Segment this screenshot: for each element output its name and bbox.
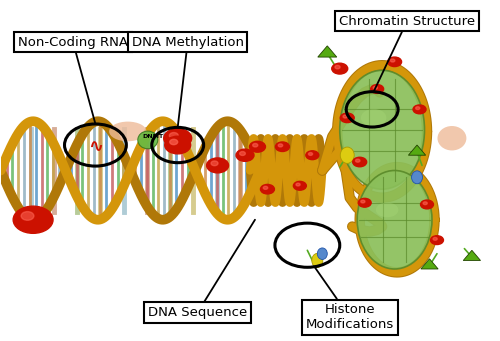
Circle shape xyxy=(260,184,274,194)
Circle shape xyxy=(413,105,426,114)
Text: Chromatin Structure: Chromatin Structure xyxy=(339,15,475,92)
Ellipse shape xyxy=(438,126,466,150)
Circle shape xyxy=(356,159,360,162)
Ellipse shape xyxy=(318,248,328,260)
Circle shape xyxy=(170,133,178,139)
Circle shape xyxy=(211,161,218,166)
Circle shape xyxy=(433,237,437,240)
Circle shape xyxy=(361,200,365,203)
Circle shape xyxy=(306,151,319,160)
Circle shape xyxy=(374,86,378,89)
Circle shape xyxy=(164,136,190,154)
Circle shape xyxy=(264,186,268,189)
Circle shape xyxy=(308,152,312,155)
Circle shape xyxy=(335,65,340,69)
Text: Histone
Modifications: Histone Modifications xyxy=(306,267,394,331)
Circle shape xyxy=(276,142,289,151)
Text: DNA Methylation: DNA Methylation xyxy=(132,35,244,128)
Circle shape xyxy=(358,198,371,207)
Text: DNA Sequence: DNA Sequence xyxy=(148,220,255,319)
Ellipse shape xyxy=(376,203,398,217)
Ellipse shape xyxy=(357,170,432,269)
Circle shape xyxy=(420,200,434,209)
Circle shape xyxy=(352,157,366,167)
Circle shape xyxy=(340,113,354,123)
Circle shape xyxy=(278,144,282,147)
Circle shape xyxy=(416,107,420,109)
Circle shape xyxy=(294,181,306,190)
Circle shape xyxy=(370,85,384,93)
Circle shape xyxy=(343,115,347,118)
Circle shape xyxy=(164,129,192,148)
Text: DNMT: DNMT xyxy=(142,134,164,139)
Ellipse shape xyxy=(361,109,386,127)
Circle shape xyxy=(423,202,428,205)
Ellipse shape xyxy=(412,171,422,184)
Ellipse shape xyxy=(109,122,146,141)
Circle shape xyxy=(388,57,402,66)
Ellipse shape xyxy=(312,253,323,268)
Circle shape xyxy=(250,141,266,152)
Circle shape xyxy=(21,212,34,220)
Circle shape xyxy=(296,183,300,186)
Text: Non-Coding RNA: Non-Coding RNA xyxy=(18,35,128,124)
Circle shape xyxy=(170,139,177,145)
Circle shape xyxy=(252,144,258,147)
Circle shape xyxy=(390,59,395,62)
Circle shape xyxy=(332,63,347,74)
Ellipse shape xyxy=(340,70,424,189)
Circle shape xyxy=(430,236,444,244)
Circle shape xyxy=(236,149,254,161)
Ellipse shape xyxy=(340,147,354,163)
Text: ∿: ∿ xyxy=(88,138,103,157)
Circle shape xyxy=(13,206,53,233)
Ellipse shape xyxy=(138,131,158,149)
Circle shape xyxy=(206,158,229,173)
Circle shape xyxy=(240,151,246,155)
